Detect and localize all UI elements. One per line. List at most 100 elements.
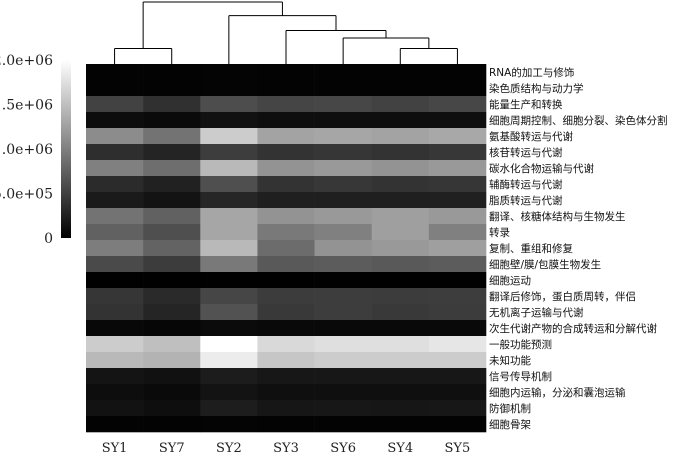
heatmap-cell (371, 208, 430, 225)
heatmap-cell (257, 416, 315, 433)
heatmap-cell (314, 384, 373, 401)
heatmap-cell (257, 208, 315, 225)
colorbar-tick-label: 0 (44, 231, 53, 247)
row-label: 染色质结构与动力学 (489, 82, 584, 95)
row-labels: RNA的加工与修饰染色质结构与动力学能量生产和转换细胞周期控制、细胞分裂、染色体… (489, 66, 668, 431)
heatmap-cell (314, 64, 373, 81)
heatmap-cell (86, 112, 144, 129)
heatmap-cell (200, 304, 258, 321)
heatmap-cell (371, 160, 430, 177)
row-label: 细胞周期控制、细胞分裂、染色体分割 (489, 114, 668, 127)
heatmap-cell (200, 224, 258, 241)
heatmap-cell (143, 272, 201, 289)
heatmap-cell (257, 352, 315, 369)
heatmap-cell (86, 64, 144, 81)
heatmap-cell (428, 320, 487, 337)
heatmap-cell (428, 64, 487, 81)
heatmap-cell (86, 368, 144, 385)
heatmap-cell (86, 96, 144, 113)
heatmap-cell (257, 80, 315, 97)
column-label: SY3 (273, 441, 299, 456)
heatmap-cell (86, 288, 144, 305)
heatmap-cell (257, 96, 315, 113)
heatmap-grid (86, 64, 487, 433)
heatmap-cell (428, 208, 487, 225)
heatmap-cell (428, 400, 487, 417)
heatmap-cell (314, 160, 373, 177)
heatmap-cell (257, 112, 315, 129)
heatmap-cell (428, 336, 487, 353)
heatmap-cell (86, 336, 144, 353)
column-label: SY1 (102, 441, 128, 456)
heatmap-cell (200, 64, 258, 81)
heatmap-cell (86, 224, 144, 241)
row-label: 核苷转运与代谢 (489, 146, 563, 159)
heatmap-cell (314, 224, 373, 241)
heatmap-cell (143, 112, 201, 129)
heatmap-cell (200, 400, 258, 417)
heatmap-cell (314, 352, 373, 369)
heatmap-cell (200, 96, 258, 113)
heatmap-cell (86, 384, 144, 401)
heatmap-cell (143, 384, 201, 401)
heatmap-cell (257, 224, 315, 241)
heatmap-cell (314, 304, 373, 321)
heatmap-cell (314, 208, 373, 225)
heatmap-cell (143, 208, 201, 225)
heatmap-cell (143, 400, 201, 417)
heatmap-cell (314, 176, 373, 193)
heatmap-cell (428, 224, 487, 241)
heatmap-cell (257, 144, 315, 161)
heatmap-cell (86, 128, 144, 145)
heatmap-cell (371, 272, 430, 289)
column-label: SY6 (330, 441, 356, 456)
heatmap-cell (143, 192, 201, 209)
heatmap-cell (257, 320, 315, 337)
heatmap-cell (371, 384, 430, 401)
heatmap-cell (86, 272, 144, 289)
heatmap-cell (143, 128, 201, 145)
heatmap-cell (371, 320, 430, 337)
row-label: 信号传导机制 (489, 370, 552, 383)
heatmap-cell (314, 416, 373, 433)
heatmap-cell (86, 416, 144, 433)
heatmap-cell (86, 80, 144, 97)
row-label: 防御机制 (489, 402, 531, 415)
heatmap-cell (200, 80, 258, 97)
heatmap-cell (86, 352, 144, 369)
heatmap-cell (428, 80, 487, 97)
heatmap-cell (371, 256, 430, 273)
heatmap-cell (200, 336, 258, 353)
colorbar (61, 60, 71, 238)
heatmap-cell (257, 64, 315, 81)
heatmap-cell (428, 272, 487, 289)
heatmap-cell (257, 400, 315, 417)
heatmap-cell (314, 272, 373, 289)
heatmap-cell (257, 192, 315, 209)
row-label: 一般功能预测 (489, 338, 552, 351)
row-label: 翻译、核糖体结构与生物发生 (489, 210, 626, 223)
heatmap-cell (428, 352, 487, 369)
heatmap-cell (200, 144, 258, 161)
heatmap-cell (257, 128, 315, 145)
heatmap-cell (200, 288, 258, 305)
heatmap-cell (143, 96, 201, 113)
heatmap-cell (428, 368, 487, 385)
heatmap-cell (143, 80, 201, 97)
heatmap-cell (428, 160, 487, 177)
heatmap-cell (371, 96, 430, 113)
row-label: 复制、重组和修复 (489, 242, 573, 255)
colorbar-tick-label: 2.0e+06 (0, 53, 53, 69)
heatmap-cell (371, 224, 430, 241)
heatmap-cell (86, 320, 144, 337)
row-label: 翻译后修饰，蛋白质周转，伴侣 (489, 290, 636, 303)
heatmap-cell (257, 368, 315, 385)
heatmap-cell (200, 176, 258, 193)
heatmap-cell (314, 368, 373, 385)
heatmap-cell (314, 144, 373, 161)
heatmap-cell (428, 304, 487, 321)
column-label: SY4 (387, 441, 413, 456)
row-label: 细胞运动 (489, 274, 531, 287)
heatmap-cell (371, 352, 430, 369)
